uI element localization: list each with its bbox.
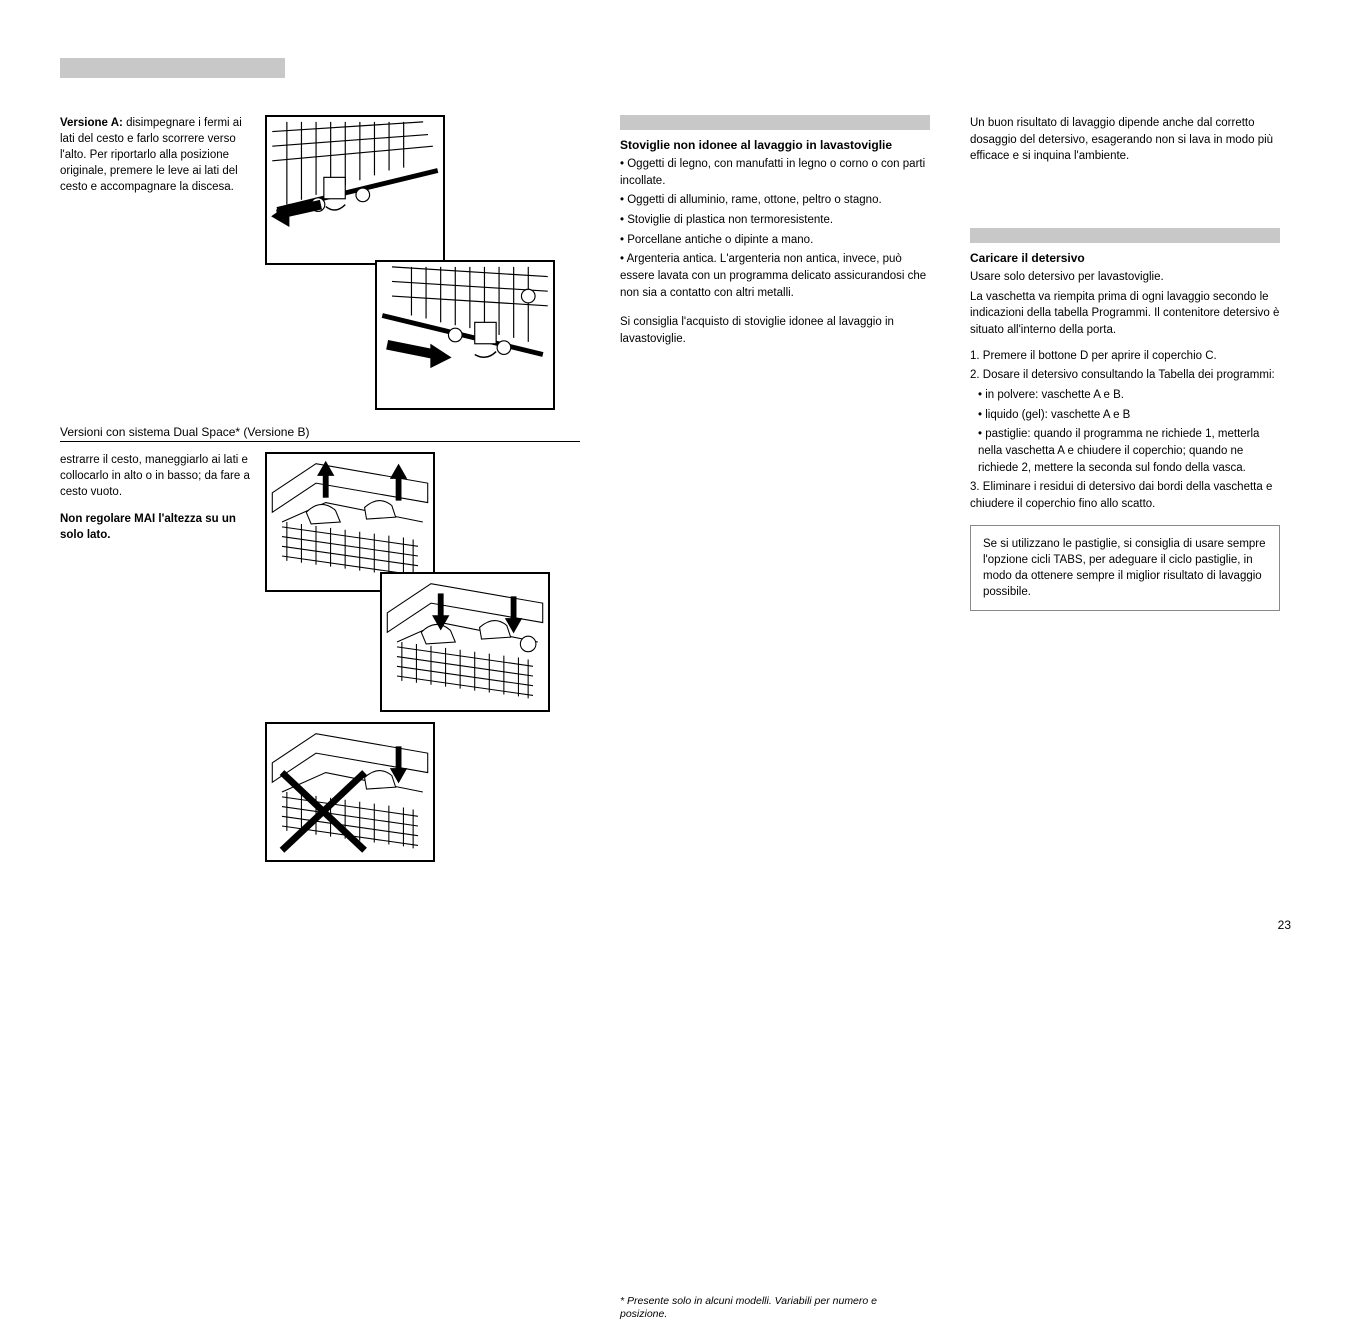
mid-bullet-3-text: Porcellane antiche o dipinte a mano. — [627, 234, 813, 246]
illus-stack-b — [265, 452, 565, 882]
right-column: Un buon risultato di lavaggio dipende an… — [970, 115, 1280, 882]
illustration-rack-in — [375, 260, 555, 410]
right-p2: La vaschetta va riempita prima di ogni l… — [970, 289, 1280, 339]
version-b-block: estrarre il cesto, maneggiarlo ai lati e… — [60, 452, 580, 882]
right-step-1: 1. Premere il bottone D per aprire il co… — [970, 348, 1280, 365]
dual-space-title: Versioni con sistema Dual Space* (Versio… — [60, 425, 580, 442]
mid-bullets: • Oggetti di legno, con manufatti in leg… — [620, 156, 930, 348]
right-info-box: Se si utilizzano le pastiglie, si consig… — [970, 525, 1280, 611]
mid-bullet-4: • Argenteria antica. L'argenteria non an… — [620, 251, 930, 301]
mid-bullet-3: • Porcellane antiche o dipinte a mano. — [620, 232, 930, 249]
right-intro: Un buon risultato di lavaggio dipende an… — [970, 115, 1280, 165]
mid-note: Si consiglia l'acquisto di stoviglie ido… — [620, 314, 930, 347]
left-column: Versione A: disimpegnare i fermi ai lati… — [60, 115, 580, 882]
right-p1: Usare solo detersivo per lavastoviglie. — [970, 269, 1280, 286]
mid-bullet-1-text: Oggetti di alluminio, rame, ottone, pelt… — [627, 194, 881, 206]
top-grey-bar — [60, 58, 285, 78]
version-b-text2: Non regolare MAI l'altezza su un solo la… — [60, 513, 236, 541]
mid-heading-text: Stoviglie non idonee al lavaggio in lava… — [620, 138, 930, 152]
version-b-text1: estrarre il cesto, maneggiarlo ai lati e… — [60, 452, 250, 500]
illustration-lift-rack — [265, 452, 435, 592]
right-step-2a: • in polvere: vaschette A e B. — [970, 387, 1280, 404]
right-step-2c: • pastiglie: quando il programma ne rich… — [970, 426, 1280, 476]
illus-stack-a — [265, 115, 565, 415]
mid-bullet-0: • Oggetti di legno, con manufatti in leg… — [620, 156, 930, 189]
three-column-layout: Versione A: disimpegnare i fermi ai lati… — [60, 65, 1291, 882]
right-heading-text: Caricare il detersivo — [970, 251, 1280, 265]
illustration-wrong-one-side — [265, 722, 435, 862]
mid-heading-bar — [620, 115, 930, 130]
middle-column: Stoviglie non idonee al lavaggio in lava… — [620, 115, 930, 882]
mid-bullet-2-text: Stoviglie di plastica non termoresistent… — [627, 214, 833, 226]
mid-footnote: * Presente solo in alcuni modelli. Varia… — [620, 1295, 920, 1322]
version-a-title: Versione A: — [60, 117, 123, 129]
right-step-2b: • liquido (gel): vaschette A e B — [970, 407, 1280, 424]
right-step-3: 3. Eliminare i residui di detersivo dai … — [970, 479, 1280, 512]
right-heading-bar — [970, 228, 1280, 243]
mid-bullet-2: • Stoviglie di plastica non termoresiste… — [620, 212, 930, 229]
illustration-rack-out — [265, 115, 445, 265]
version-a-block: Versione A: disimpegnare i fermi ai lati… — [60, 115, 580, 415]
page-number: 23 — [1278, 918, 1291, 932]
mid-bullet-4-text: Argenteria antica. L'argenteria non anti… — [620, 253, 926, 298]
mid-bullet-1: • Oggetti di alluminio, rame, ottone, pe… — [620, 192, 930, 209]
illustration-lower-rack — [380, 572, 550, 712]
right-step-2: 2. Dosare il detersivo consultando la Ta… — [970, 367, 1280, 384]
mid-bullet-0-text: Oggetti di legno, con manufatti in legno… — [620, 158, 925, 187]
